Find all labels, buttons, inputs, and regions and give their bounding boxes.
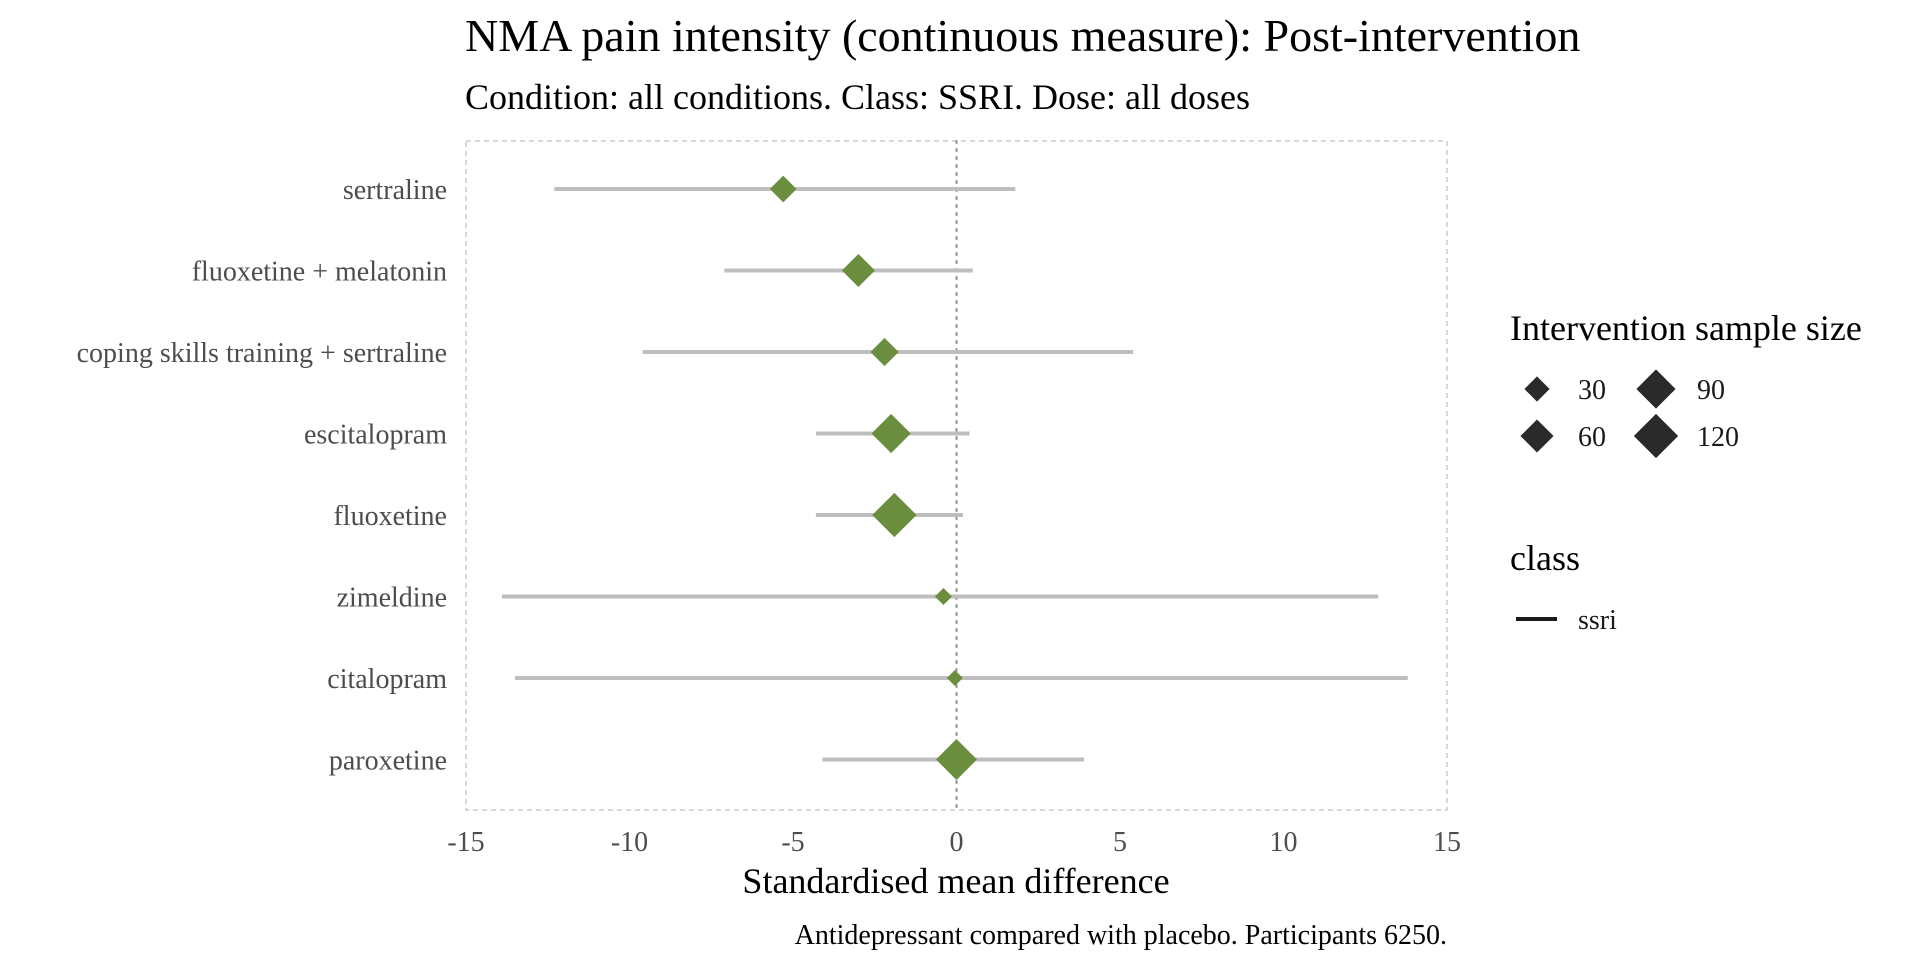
legend-class-title: class (1510, 538, 1580, 578)
x-tick-label: -10 (611, 827, 648, 858)
x-tick-label: 5 (1113, 827, 1127, 858)
point-estimate-marker (936, 739, 977, 780)
point-estimate-marker (769, 175, 797, 203)
legend-size-key (1520, 419, 1554, 453)
chart-subtitle: Condition: all conditions. Class: SSRI. … (465, 77, 1250, 117)
legend-size-key (1633, 413, 1679, 459)
x-tick-label: -15 (447, 827, 484, 858)
legend-size-label: 60 (1578, 422, 1606, 453)
point-estimate-marker (871, 413, 911, 454)
point-estimate-marker (870, 337, 899, 367)
legend-class-label: ssri (1578, 605, 1617, 636)
x-tick-label: 0 (950, 827, 964, 858)
x-tick-label: 15 (1433, 827, 1461, 858)
category-label: paroxetine (329, 746, 447, 777)
legend-size-title: Intervention sample size (1510, 308, 1862, 348)
x-axis-title: Standardised mean difference (742, 861, 1169, 901)
legend: Intervention sample size 30 60 90 120 class… (1510, 308, 1862, 636)
point-estimate-marker (934, 587, 952, 606)
legend-size-label: 120 (1697, 422, 1739, 453)
category-labels: sertraline fluoxetine + melatonin coping s… (77, 175, 448, 777)
category-label: coping skills training + sertraline (77, 338, 447, 369)
legend-size-key (1636, 369, 1676, 409)
legend-size-key (1524, 376, 1550, 402)
chart-caption: Antidepressant compared with placebo. Pa… (795, 920, 1447, 951)
category-label: escitalopram (304, 420, 447, 451)
x-tick-label: -5 (781, 827, 804, 858)
marker-layer (769, 175, 977, 780)
legend-size-entries: 30 60 90 120 (1520, 369, 1739, 459)
legend-class-entries: ssri (1516, 605, 1617, 636)
x-axis-ticks: -15 -10 -5 0 5 10 15 (447, 827, 1461, 858)
chart-title: NMA pain intensity (continuous measure):… (465, 10, 1580, 61)
category-label: zimeldine (337, 583, 447, 614)
x-tick-label: 10 (1270, 827, 1298, 858)
point-estimate-marker (872, 492, 917, 538)
category-label: fluoxetine + melatonin (192, 257, 447, 288)
category-label: sertraline (343, 175, 447, 206)
category-label: fluoxetine (333, 501, 447, 532)
point-estimate-marker (946, 670, 963, 686)
legend-size-label: 90 (1697, 375, 1725, 406)
point-estimate-marker (841, 253, 875, 288)
category-label: citalopram (327, 664, 447, 695)
legend-size-label: 30 (1578, 375, 1606, 406)
